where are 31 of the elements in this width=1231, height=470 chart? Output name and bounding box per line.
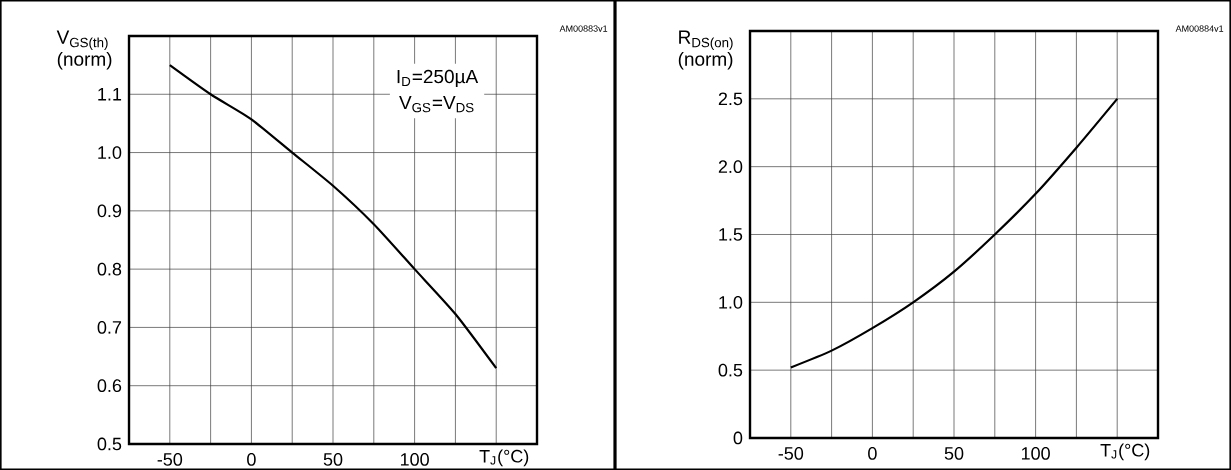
y-tick-label: 2.5 bbox=[718, 92, 743, 106]
text: AM00883v1 bbox=[559, 25, 608, 32]
text: AM00884v1 bbox=[1175, 25, 1224, 32]
annotation: V$_{GS}$=V$_{DS}$ bbox=[399, 96, 474, 113]
y-tick-label: 0.9 bbox=[97, 204, 122, 218]
annotation: I$_{D}$=250µA bbox=[397, 69, 479, 88]
x-axis-title: T$_{J}$(°C) bbox=[1100, 443, 1150, 461]
y-tick-label: 0.5 bbox=[97, 437, 122, 451]
y-tick-label: 2.0 bbox=[718, 160, 743, 174]
x-tick-label: 50 bbox=[323, 453, 343, 466]
x-tick-label: 100 bbox=[1021, 447, 1050, 460]
line-series bbox=[168, 64, 498, 370]
line-series bbox=[789, 97, 1119, 369]
y-tick-label: 0.5 bbox=[718, 363, 743, 377]
x-tick-label: 50 bbox=[944, 447, 964, 460]
y-tick-label: 0.6 bbox=[97, 379, 122, 393]
y-tick-label: 0.8 bbox=[97, 262, 122, 276]
y-tick-label: 1.0 bbox=[98, 146, 122, 159]
y-tick-label: 1.5 bbox=[719, 228, 743, 241]
y-tick-label: 0 bbox=[733, 431, 743, 445]
y-tick-label: 0.7 bbox=[97, 321, 122, 334]
x-tick-label: 100 bbox=[400, 453, 429, 466]
y-tick-label: 1.0 bbox=[719, 295, 743, 309]
x-tick-label: -50 bbox=[778, 447, 804, 460]
y-axis-title: R$_{DS(on)}$ (norm) bbox=[678, 30, 733, 70]
x-axis-title: T$_{J}$(°C) bbox=[479, 449, 529, 467]
y-tick-label: 1.1 bbox=[98, 88, 122, 101]
x-tick-label: 0 bbox=[247, 453, 256, 466]
x-tick-label: 0 bbox=[868, 447, 877, 460]
x-tick-label: -50 bbox=[157, 453, 183, 466]
y-axis-title: V$_{GS(th)}$ (norm) bbox=[56, 30, 112, 70]
